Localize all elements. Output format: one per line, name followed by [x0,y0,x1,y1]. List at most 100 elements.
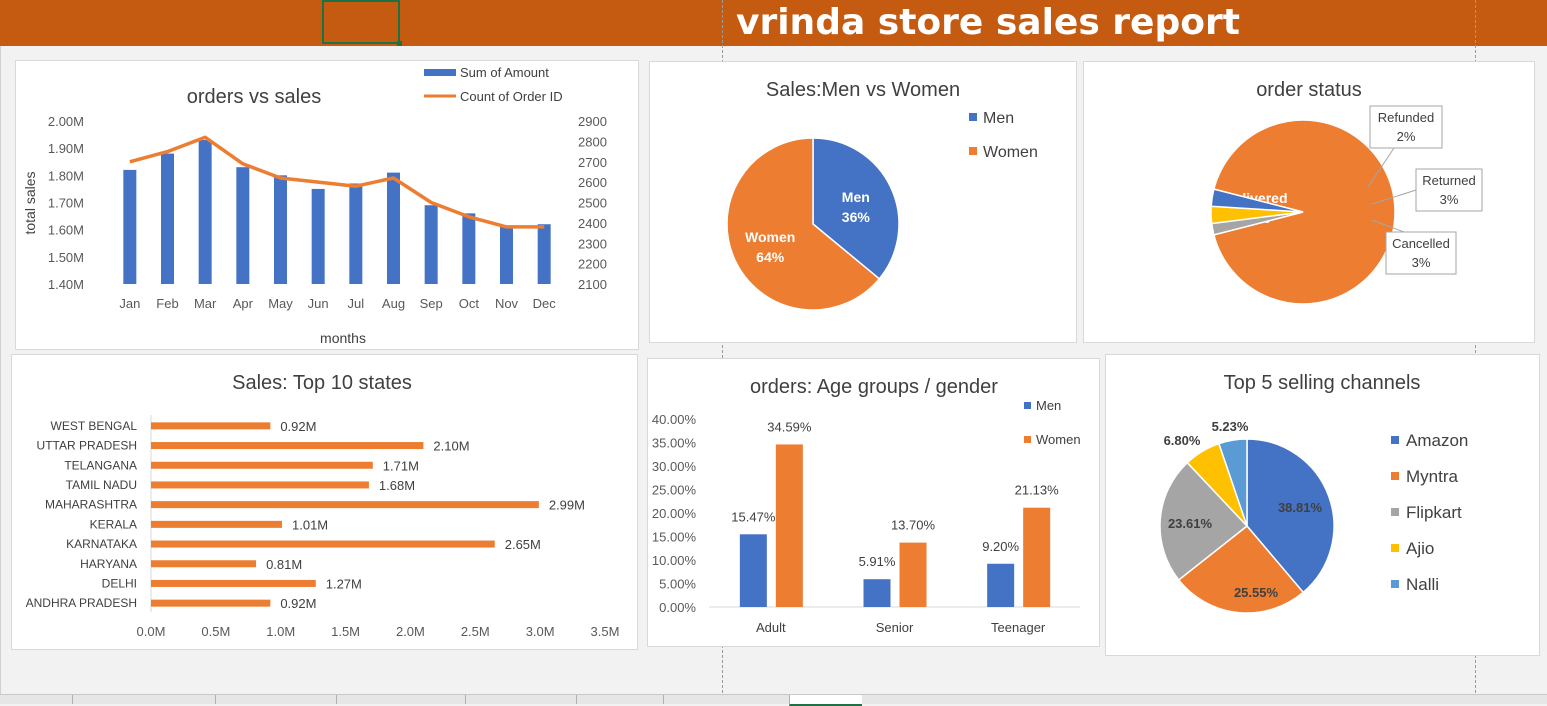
x-tick-label: May [268,296,293,311]
legend-swatch [1391,580,1399,588]
legend-swatch-amount [424,69,456,76]
sheet-tab[interactable] [663,695,789,704]
slice-name-label: Returned [1422,173,1475,188]
callout-box [1385,231,1457,275]
chart-panel-order-status[interactable]: order status Delivered92%Refunded2%Retur… [1083,61,1535,343]
top-10-states-bar-chart: Sales: Top 10 states WEST BENGAL 0.92M UTT… [26,372,620,639]
y-tick-label: 10.00% [652,553,697,568]
y-tick-label: 25.00% [652,483,697,498]
top-5-channels-pie-chart: Top 5 selling channels 38.81% 25.55% 23.61… [1159,372,1468,614]
sheet-tab[interactable] [72,695,215,704]
category-label: ANDHRA PRADESH [26,596,137,610]
y-tick-label: 1.40M [48,277,84,292]
x-tick-label: Nov [495,296,519,311]
x-tick-label: Senior [876,620,914,635]
report-banner: vrinda store sales report [0,0,1547,46]
bar-men [863,579,891,607]
x-tick-label: 3.0M [526,624,555,639]
sheet-tab[interactable] [576,695,663,704]
bar-value-label: 1.01M [292,517,328,532]
sheet-tab[interactable] [336,695,465,704]
legend-swatch [1391,544,1399,552]
legend-swatch [1024,436,1031,443]
legend-label: Men [983,110,1014,127]
pie-slice-cancelled [1210,188,1304,213]
y-tick-label: 1.90M [48,141,84,156]
bar-value-label: 2.99M [549,498,585,513]
x-tick-label: Mar [194,296,217,311]
bar-value-label: 21.13% [1015,483,1060,498]
callout-leader [1371,189,1417,205]
x-tick-label: Aug [382,296,405,311]
x-tick-label: Dec [533,296,557,311]
sheet-tab[interactable] [465,695,576,704]
category-label: DELHI [102,576,137,590]
legend-swatch [969,113,977,121]
y-tick-label: 5.00% [659,577,696,592]
x-tick-label: 0.5M [201,624,230,639]
slice-name-label: Refunded [1378,110,1434,125]
callout-box [1369,105,1443,149]
bar-amount [123,169,137,284]
order-status-pie-chart: order status Delivered92%Refunded2%Retur… [1210,79,1483,305]
chart-panel-top-10-states[interactable]: Sales: Top 10 states WEST BENGAL 0.92M UTT… [11,354,638,650]
chart-panel-orders-vs-sales[interactable]: orders vs sales Sum of Amount Count of O… [15,60,639,350]
chart-title: orders: Age groups / gender [750,376,998,398]
chart-panel-top-5-channels[interactable]: Top 5 selling channels 38.81% 25.55% 23.61… [1105,354,1540,656]
slice-value-label: 36% [842,209,871,225]
bar-men [987,563,1015,607]
x-tick-label: Feb [156,296,178,311]
y2-tick-label: 2200 [578,257,607,272]
bar-amount [311,188,325,284]
slice-value-label: 6.80% [1164,433,1201,448]
legend-label: Nalli [1406,575,1439,594]
bar-amount [424,205,438,284]
category-label: WEST BENGAL [51,419,138,433]
legend-swatch [969,147,977,155]
legend-label-amount: Sum of Amount [460,65,549,80]
bar-value-label: 1.68M [379,478,415,493]
slice-value-label: 25.55% [1234,585,1279,600]
x-tick-label: Jan [119,296,140,311]
chart-panel-men-women[interactable]: Sales:Men vs Women Men 36% Women 64% Men Wome… [649,61,1077,343]
bar-women [775,444,803,607]
category-label: HARYANA [80,557,137,571]
legend-label: Men [1036,398,1061,413]
sheet-tab-active[interactable] [789,695,862,706]
pie-slice-nalli [1217,438,1248,527]
y-tick-label: 20.00% [652,506,697,521]
y2-tick-label: 2800 [578,134,607,149]
slice-name-label: Men [842,189,870,205]
bar-value-label: 9.20% [982,539,1019,554]
bar-value-label: 5.91% [859,554,896,569]
y2-tick-label: 2500 [578,196,607,211]
callout-box [1415,168,1483,212]
chart-panel-age-gender[interactable]: orders: Age groups / gender 0.00% 5.00% 10… [647,358,1100,647]
y2-tick-label: 2900 [578,114,607,129]
bar-state [151,520,283,528]
y-tick-label: 0.00% [659,600,696,615]
category-label: KARNATAKA [66,537,137,551]
sheet-tab[interactable] [215,695,336,704]
y2-tick-label: 2300 [578,236,607,251]
x-tick-label: 1.5M [331,624,360,639]
slice-value-label: 38.81% [1278,500,1323,515]
category-label: TELANGANA [64,458,137,472]
y2-tick-label: 2700 [578,155,607,170]
legend-label: Ajio [1406,539,1434,558]
bar-value-label: 15.47% [731,509,776,524]
selected-cell[interactable] [322,0,402,46]
pie-slice-women [726,137,881,311]
bar-state [151,540,495,548]
category-label: UTTAR PRADESH [37,439,137,453]
bar-value-label: 0.92M [280,596,316,611]
bar-state [151,501,539,509]
legend-swatch [1391,472,1399,480]
x-tick-label: 0.0M [137,624,166,639]
legend-label: Flipkart [1406,503,1462,522]
pie-slice-amazon [1246,438,1335,594]
y-tick-label: 35.00% [652,436,697,451]
bar-value-label: 0.92M [280,419,316,434]
slice-name-label: Women [745,229,795,245]
y-tick-label: 1.50M [48,250,84,265]
